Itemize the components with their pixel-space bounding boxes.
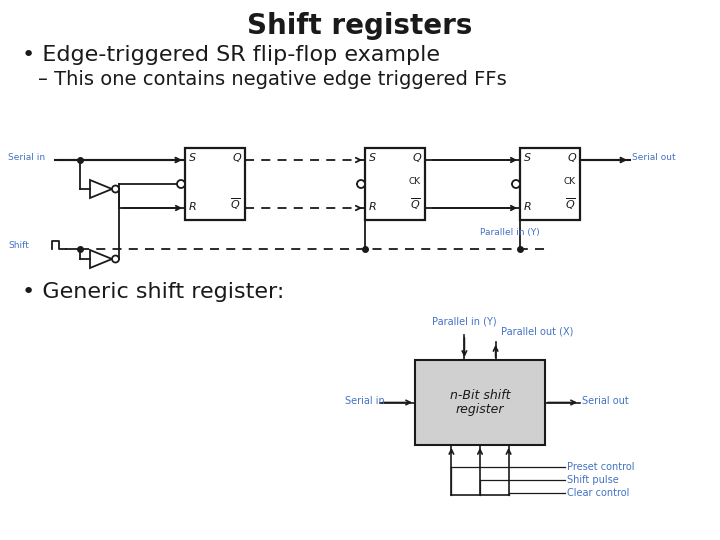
Text: Serial in: Serial in [8, 152, 45, 161]
Text: Q: Q [567, 153, 576, 163]
Circle shape [512, 180, 520, 188]
Text: S: S [524, 153, 531, 163]
Text: Q: Q [413, 153, 421, 163]
Text: Shift pulse: Shift pulse [567, 475, 618, 485]
Text: Q: Q [233, 153, 241, 163]
Text: • Edge-triggered SR flip-flop example: • Edge-triggered SR flip-flop example [22, 45, 440, 65]
Text: S: S [369, 153, 376, 163]
Text: R: R [369, 202, 377, 212]
Text: Parallel out (X): Parallel out (X) [500, 327, 573, 337]
Text: R: R [524, 202, 532, 212]
Text: n-Bit shift: n-Bit shift [450, 389, 510, 402]
Text: $\overline{Q}$: $\overline{Q}$ [565, 197, 576, 212]
Text: Shift: Shift [8, 240, 29, 249]
Text: Serial out: Serial out [632, 153, 675, 163]
Text: CK: CK [564, 178, 576, 186]
Text: R: R [189, 202, 197, 212]
Text: • Generic shift register:: • Generic shift register: [22, 282, 284, 302]
Text: $\overline{Q}$: $\overline{Q}$ [410, 197, 421, 212]
Circle shape [177, 180, 185, 188]
Text: CK: CK [409, 178, 421, 186]
Circle shape [112, 186, 119, 192]
Circle shape [357, 180, 365, 188]
Text: Shift registers: Shift registers [247, 12, 473, 40]
Bar [415, 360, 545, 445]
Text: – This one contains negative edge triggered FFs: – This one contains negative edge trigge… [38, 70, 507, 89]
Text: S: S [189, 153, 196, 163]
Text: Clear control: Clear control [567, 488, 629, 498]
Bar [365, 148, 425, 220]
Bar [185, 148, 245, 220]
Text: $\overline{Q}$: $\overline{Q}$ [230, 197, 241, 212]
Text: register: register [456, 403, 504, 416]
Text: Parallel in (Y): Parallel in (Y) [480, 228, 540, 237]
Text: Preset control: Preset control [567, 462, 634, 472]
Bar [520, 148, 580, 220]
Circle shape [112, 255, 119, 262]
Text: Parallel in (Y): Parallel in (Y) [432, 317, 497, 327]
Text: Serial in: Serial in [345, 395, 384, 406]
Text: Serial out: Serial out [582, 395, 629, 406]
